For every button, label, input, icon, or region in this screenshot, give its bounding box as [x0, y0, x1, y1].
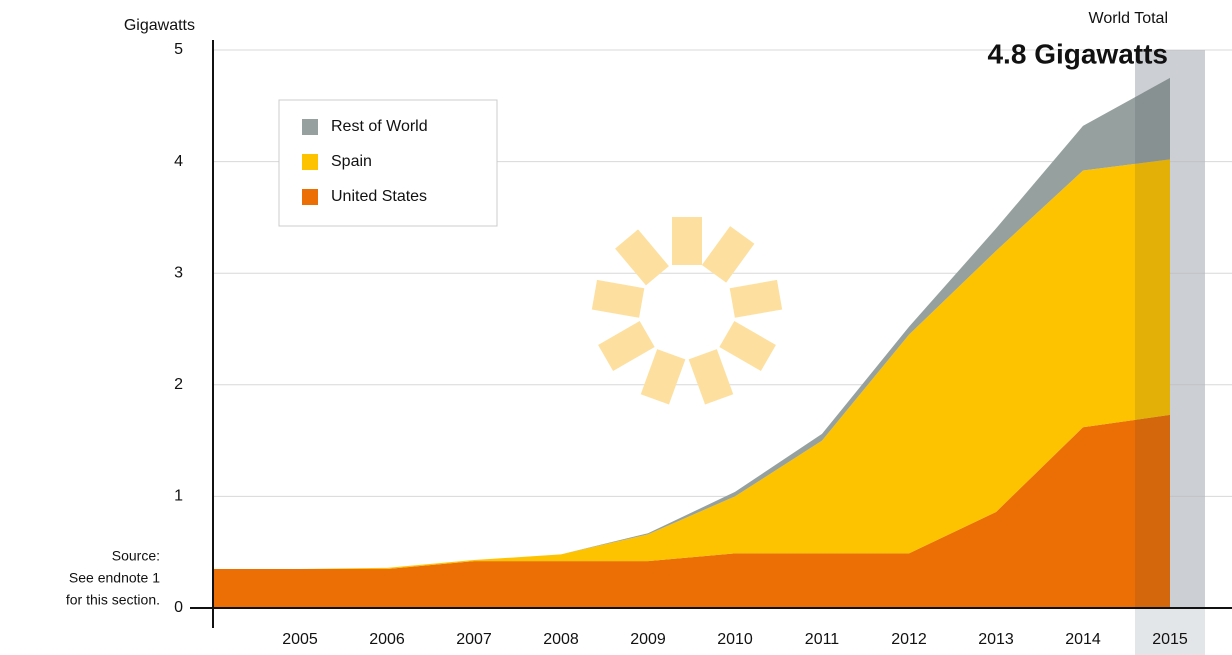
source-line: for this section. — [66, 592, 160, 608]
y-tick-label: 1 — [174, 488, 183, 505]
annotation-value: 4.8 Gigawatts — [987, 38, 1168, 69]
source-line: See endnote 1 — [69, 570, 160, 586]
y-tick-label: 0 — [174, 599, 183, 616]
area — [213, 414, 1170, 608]
x-tick-label: 2010 — [717, 631, 753, 648]
legend-label: Spain — [331, 153, 372, 170]
y-tick-label: 4 — [174, 153, 183, 170]
x-tick-label: 2011 — [805, 631, 840, 648]
x-tick-label: 2006 — [369, 631, 405, 648]
sun-icon — [591, 217, 783, 405]
x-tick-label: 2013 — [978, 631, 1014, 648]
x-tick-label: 2007 — [456, 631, 492, 648]
x-tick-label: 2008 — [543, 631, 579, 648]
legend-label: Rest of World — [331, 118, 428, 135]
source-line: Source: — [112, 548, 160, 564]
x-tick-label: 2014 — [1065, 631, 1101, 648]
area — [213, 159, 1170, 569]
y-tick-label: 2 — [174, 376, 183, 393]
legend-swatch — [302, 119, 318, 135]
x-tick-label: 2009 — [630, 631, 666, 648]
legend-swatch — [302, 154, 318, 170]
areas — [213, 77, 1170, 608]
highlight-overlay — [1135, 50, 1205, 608]
annotation-title: World Total — [1089, 10, 1168, 27]
x-tick-label: 2012 — [891, 631, 927, 648]
y-tick-label: 5 — [174, 41, 183, 58]
y-axis-label: Gigawatts — [124, 17, 195, 34]
x-tick-label: 2005 — [282, 631, 318, 648]
legend-swatch — [302, 189, 318, 205]
x-tick-label: 2015 — [1152, 631, 1188, 648]
y-tick-label: 3 — [174, 264, 183, 281]
legend-label: United States — [331, 188, 427, 205]
source: Source: See endnote 1 for this section. — [66, 548, 160, 608]
legend: Rest of World Spain United States — [302, 118, 428, 205]
